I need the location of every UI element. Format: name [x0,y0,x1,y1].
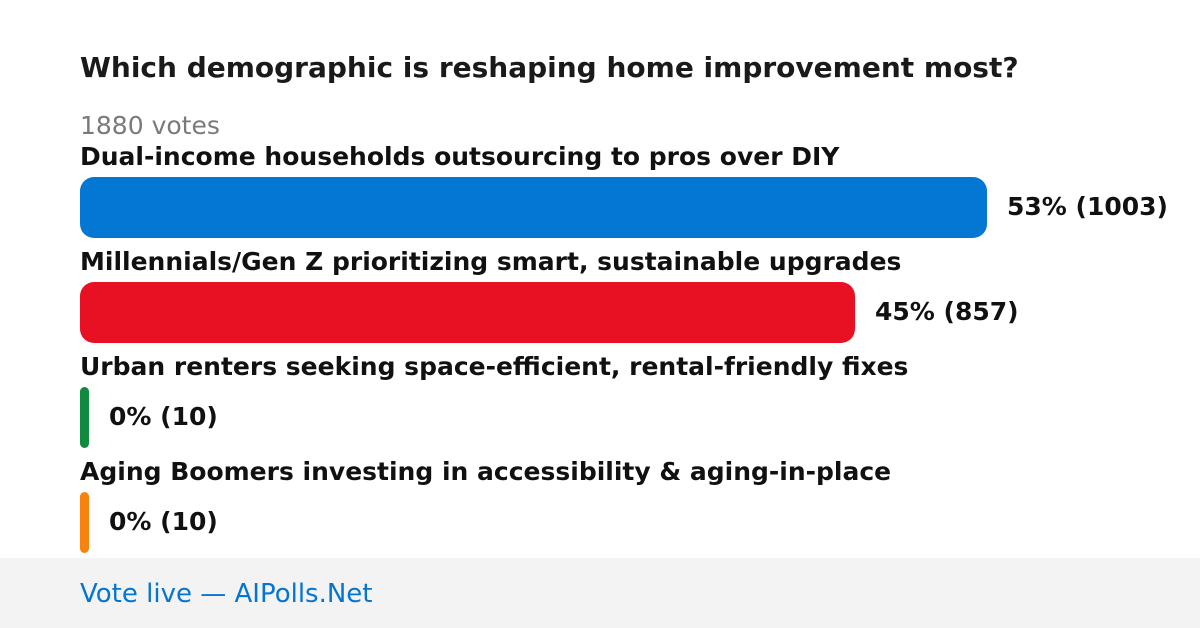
option-bar [80,177,987,238]
poll-option[interactable]: Aging Boomers investing in accessibility… [80,456,1190,566]
footer: Vote live — AIPolls.Net [0,558,1200,628]
option-label: Urban renters seeking space-efficient, r… [80,352,909,381]
poll-option[interactable]: Dual-income households outsourcing to pr… [80,141,1190,251]
vote-live-link[interactable]: Vote live — AIPolls.Net [80,579,373,609]
option-label: Millennials/Gen Z prioritizing smart, su… [80,247,902,276]
poll-option[interactable]: Urban renters seeking space-efficient, r… [80,351,1190,461]
option-value-label: 0% (10) [109,402,218,431]
option-value-label: 45% (857) [875,297,1019,326]
option-bar [80,282,855,343]
option-label: Aging Boomers investing in accessibility… [80,457,892,486]
vote-count: 1880 votes [80,111,220,140]
poll-question: Which demographic is reshaping home impr… [80,51,1019,84]
poll-option[interactable]: Millennials/Gen Z prioritizing smart, su… [80,246,1190,356]
option-bar [80,387,89,448]
option-bar [80,492,89,553]
option-value-label: 0% (10) [109,507,218,536]
option-label: Dual-income households outsourcing to pr… [80,142,840,171]
option-value-label: 53% (1003) [1007,192,1168,221]
